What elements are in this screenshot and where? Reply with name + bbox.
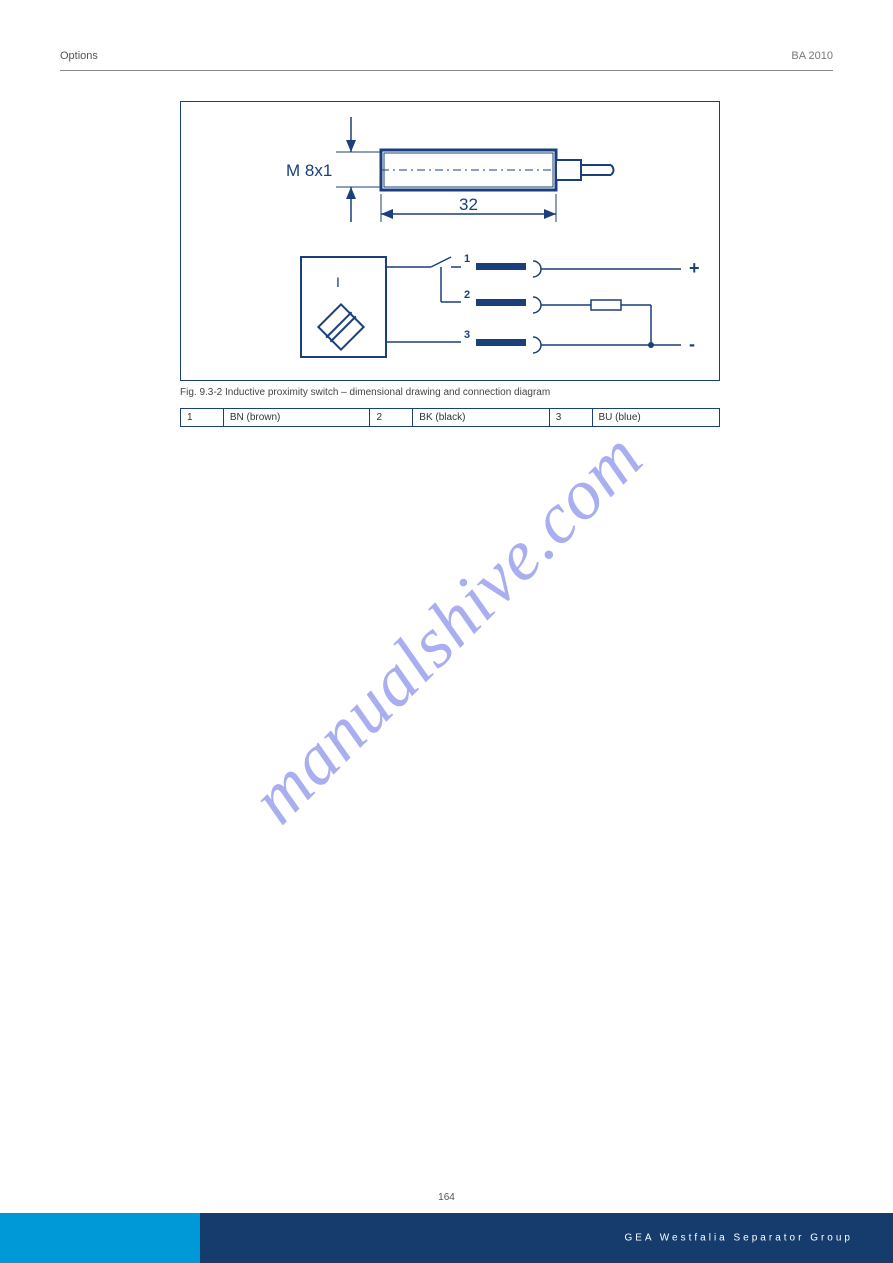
minus-label: - [689, 334, 695, 354]
cell: BK (black) [413, 409, 549, 427]
page-number: 164 [438, 1192, 455, 1203]
watermark: manualshive.com [234, 415, 658, 839]
length-label: 32 [459, 195, 478, 214]
footer-bar: GEA Westfalia Separator Group [0, 1213, 893, 1263]
cell: BN (brown) [223, 409, 370, 427]
header-right: BA 2010 [791, 50, 833, 62]
cell: BU (blue) [592, 409, 720, 427]
pin1-label: 1 [464, 253, 470, 265]
wire-color-table: 1 BN (brown) 2 BK (black) 3 BU (blue) [180, 408, 720, 427]
pin2-label: 2 [464, 289, 470, 301]
header-left: Options [60, 50, 98, 62]
plus-label: + [689, 258, 700, 278]
figure-caption: Fig. 9.3-2 Inductive proximity switch – … [180, 387, 793, 398]
cell: 1 [181, 409, 224, 427]
header-rule [60, 70, 833, 71]
sensor-symbol-label: I [336, 274, 340, 290]
cell: 3 [549, 409, 592, 427]
pin3-label: 3 [464, 329, 470, 341]
page-header: Options BA 2010 [60, 50, 833, 70]
cell: 2 [370, 409, 413, 427]
footer-text: GEA Westfalia Separator Group [624, 1233, 853, 1244]
technical-diagram: M 8x1 32 I [180, 101, 720, 381]
table-row: 1 BN (brown) 2 BK (black) 3 BU (blue) [181, 409, 720, 427]
thread-label: M 8x1 [286, 161, 332, 180]
